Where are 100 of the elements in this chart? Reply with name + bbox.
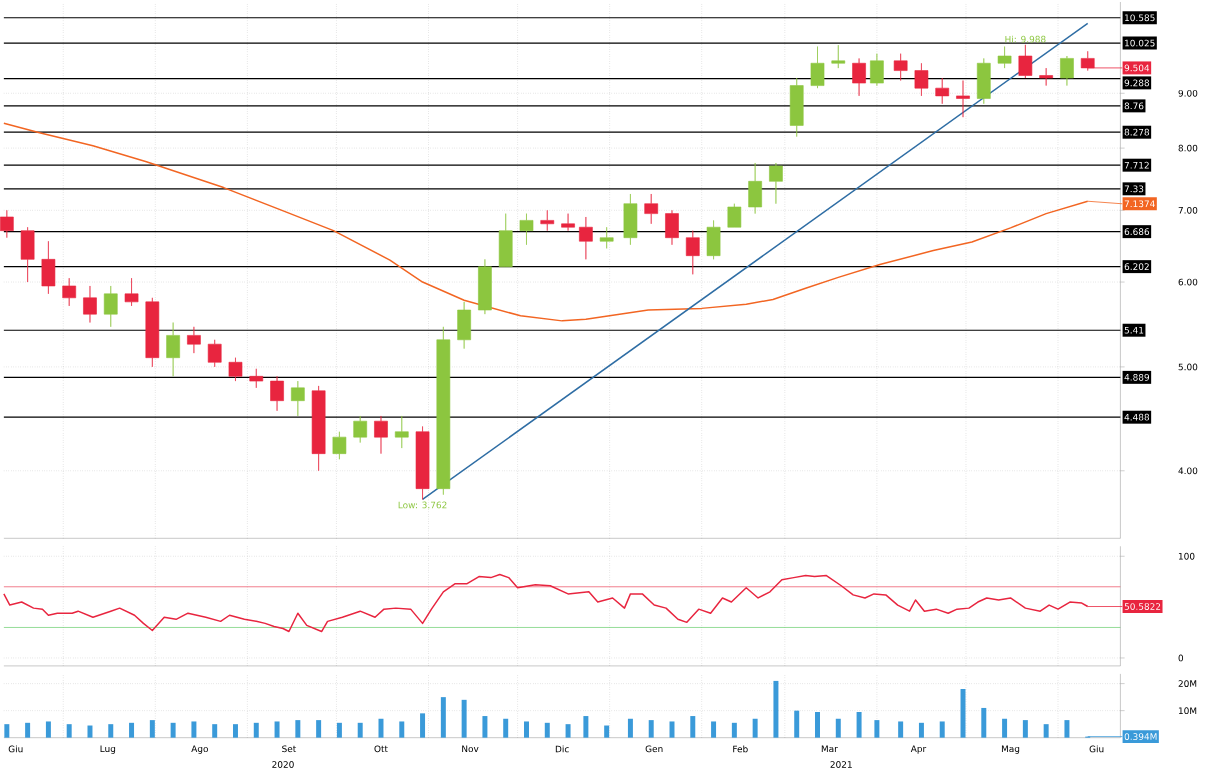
candlestick — [665, 210, 679, 246]
candlestick — [20, 227, 35, 283]
candlestick — [727, 203, 742, 228]
bar — [960, 689, 966, 738]
candlestick — [810, 46, 825, 89]
candlestick — [457, 301, 471, 350]
candlestick — [685, 230, 700, 275]
candlestick — [1060, 55, 1074, 87]
bar — [583, 716, 589, 738]
ref-line-label: 8.278 — [1124, 129, 1150, 136]
candlestick — [249, 368, 264, 389]
candlestick — [353, 415, 368, 444]
bar — [399, 721, 405, 738]
ref-line-label: 4.488 — [1124, 414, 1150, 421]
x-tick-label: Ago — [191, 745, 208, 755]
data-label: 7.1374 — [1124, 200, 1155, 208]
candlestick — [1018, 44, 1033, 79]
bar — [711, 721, 717, 738]
annotation: Low: 3.762 — [398, 501, 447, 509]
bar — [918, 723, 924, 738]
bar — [939, 721, 945, 738]
bar — [731, 723, 737, 738]
ref-line-label: 8.76 — [1124, 102, 1144, 110]
bar — [565, 724, 571, 738]
annotation: Hi: 9.988 — [1005, 35, 1046, 43]
bar — [357, 723, 363, 738]
bar — [274, 721, 280, 738]
bar — [856, 712, 862, 738]
candlestick — [831, 45, 846, 69]
candlestick — [332, 431, 347, 460]
bar — [420, 713, 426, 738]
candlestick — [852, 58, 866, 97]
bar — [648, 720, 654, 738]
candlestick — [83, 285, 97, 324]
x-tick-label: Feb — [733, 745, 748, 753]
bar — [232, 724, 238, 738]
candlestick — [893, 53, 908, 82]
y-tick-label: 8.00 — [1178, 144, 1198, 152]
y-tick-label: 6.00 — [1178, 278, 1198, 286]
candlestick — [935, 77, 950, 105]
candlestick — [145, 297, 160, 368]
candlestick — [374, 415, 388, 455]
bar — [295, 720, 301, 738]
candlestick — [599, 227, 614, 249]
bar — [378, 718, 384, 738]
bar — [981, 708, 987, 738]
candlestick — [561, 213, 575, 232]
candlestick — [498, 213, 513, 268]
text: 2020 — [272, 761, 294, 769]
candlestick — [394, 415, 409, 449]
bar — [503, 718, 509, 738]
candlestick — [706, 220, 721, 260]
bar — [149, 720, 155, 738]
bar — [1022, 720, 1028, 738]
bar — [1064, 720, 1070, 738]
bar — [604, 725, 610, 738]
x-tick-label: Set — [282, 745, 297, 753]
bar — [752, 718, 758, 738]
x-tick-label: Lug — [100, 745, 116, 755]
bar — [170, 723, 176, 738]
candlestick — [291, 381, 305, 417]
y-tick-label: 5.00 — [1178, 363, 1198, 371]
candlestick — [41, 241, 56, 295]
candlestick — [0, 210, 14, 239]
candlestick — [311, 385, 326, 472]
x-tick-label: Giu — [8, 745, 23, 753]
bar — [129, 723, 135, 738]
bar — [524, 721, 529, 738]
bar — [461, 700, 467, 738]
bar — [898, 721, 904, 738]
bar — [690, 716, 696, 738]
bar — [191, 721, 197, 738]
x-tick-label: Gen — [645, 745, 663, 753]
bar — [1043, 724, 1049, 738]
text: 2021 — [830, 761, 852, 769]
bar — [835, 718, 841, 738]
ref-line-label: 6.202 — [1124, 263, 1149, 271]
candlestick — [644, 193, 659, 225]
candlestick — [166, 322, 180, 377]
ref-line-label: 7.712 — [1124, 162, 1149, 169]
candlestick — [62, 278, 77, 307]
candlestick — [956, 80, 970, 118]
ref-line-label: 4.889 — [1124, 374, 1150, 381]
ref-line-label: 10.585 — [1125, 14, 1155, 22]
candlestick — [914, 63, 929, 97]
bar — [1002, 718, 1008, 738]
x-tick-label: Ott — [374, 745, 388, 753]
candlestick — [103, 285, 118, 328]
bar — [627, 718, 633, 738]
y-tick-label: 0 — [1178, 654, 1184, 662]
ref-line-label: 5.41 — [1124, 327, 1144, 334]
candlestick — [436, 326, 451, 496]
bar — [773, 681, 779, 738]
candlestick — [623, 193, 638, 246]
candlestick — [478, 259, 492, 315]
candlestick — [540, 210, 555, 232]
y-tick-label: 9.00 — [1178, 90, 1198, 97]
candlestick — [124, 278, 139, 307]
candlestick — [187, 326, 201, 354]
ref-line-label: 10.025 — [1125, 39, 1155, 47]
